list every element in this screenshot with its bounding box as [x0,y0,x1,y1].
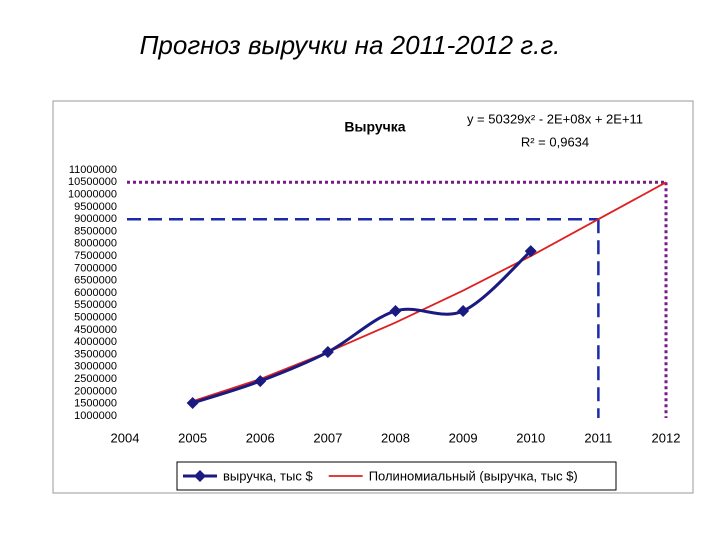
x-tick-label: 2010 [516,430,545,445]
y-tick-label: 9500000 [74,201,117,213]
data-point [389,304,402,317]
y-tick-label: 4000000 [74,336,117,348]
y-tick-label: 4500000 [74,324,117,336]
x-tick-label: 2011 [584,430,612,445]
y-tick-label: 1000000 [74,410,117,422]
data-point [524,245,537,258]
trend-r-squared: R² = 0,9634 [521,134,589,149]
y-tick-label: 6500000 [74,275,117,287]
y-tick-label: 3500000 [74,348,117,360]
data-point [254,375,267,388]
y-tick-label: 5500000 [74,299,117,311]
legend-label: выручка, тыс $ [223,468,313,483]
y-tick-label: 11000000 [69,164,117,176]
legend-marker [194,470,206,482]
y-tick-label: 6000000 [74,287,117,299]
y-tick-label: 1500000 [74,398,117,410]
y-tick-label: 8000000 [74,238,117,250]
y-tick-label: 2500000 [74,373,117,385]
series-line [192,250,532,405]
y-tick-label: 3000000 [74,361,117,373]
x-tick-label: 2006 [246,430,275,445]
data-point [321,346,334,359]
x-tick-label: 2007 [313,430,342,445]
x-tick-label: 2009 [449,430,478,445]
y-tick-label: 10000000 [68,189,117,201]
y-tick-label: 7000000 [74,262,117,274]
x-tick-label: 2005 [178,430,207,445]
y-tick-label: 2000000 [74,385,117,397]
series-line [192,181,667,403]
x-tick-label: 2008 [381,430,410,445]
y-tick-label: 7500000 [74,250,117,262]
x-tick-label: 2012 [652,430,681,445]
x-tick-label: 2004 [111,430,140,445]
slide-title: Прогноз выручки на 2011-2012 г.г. [140,30,561,60]
chart-frame [52,100,694,494]
y-tick-label: 5000000 [74,312,117,324]
data-point [457,304,470,317]
y-tick-label: 8500000 [74,225,117,237]
trend-equation: y = 50329x² - 2E+08x + 2E+11 [467,111,643,126]
y-tick-label: 10500000 [68,176,117,188]
chart-title: Выручка [344,119,405,135]
data-point [186,396,199,409]
legend-label: Полиномиальный (выручка, тыс $) [369,468,578,483]
y-tick-label: 9000000 [74,213,117,225]
legend-box [176,461,617,491]
